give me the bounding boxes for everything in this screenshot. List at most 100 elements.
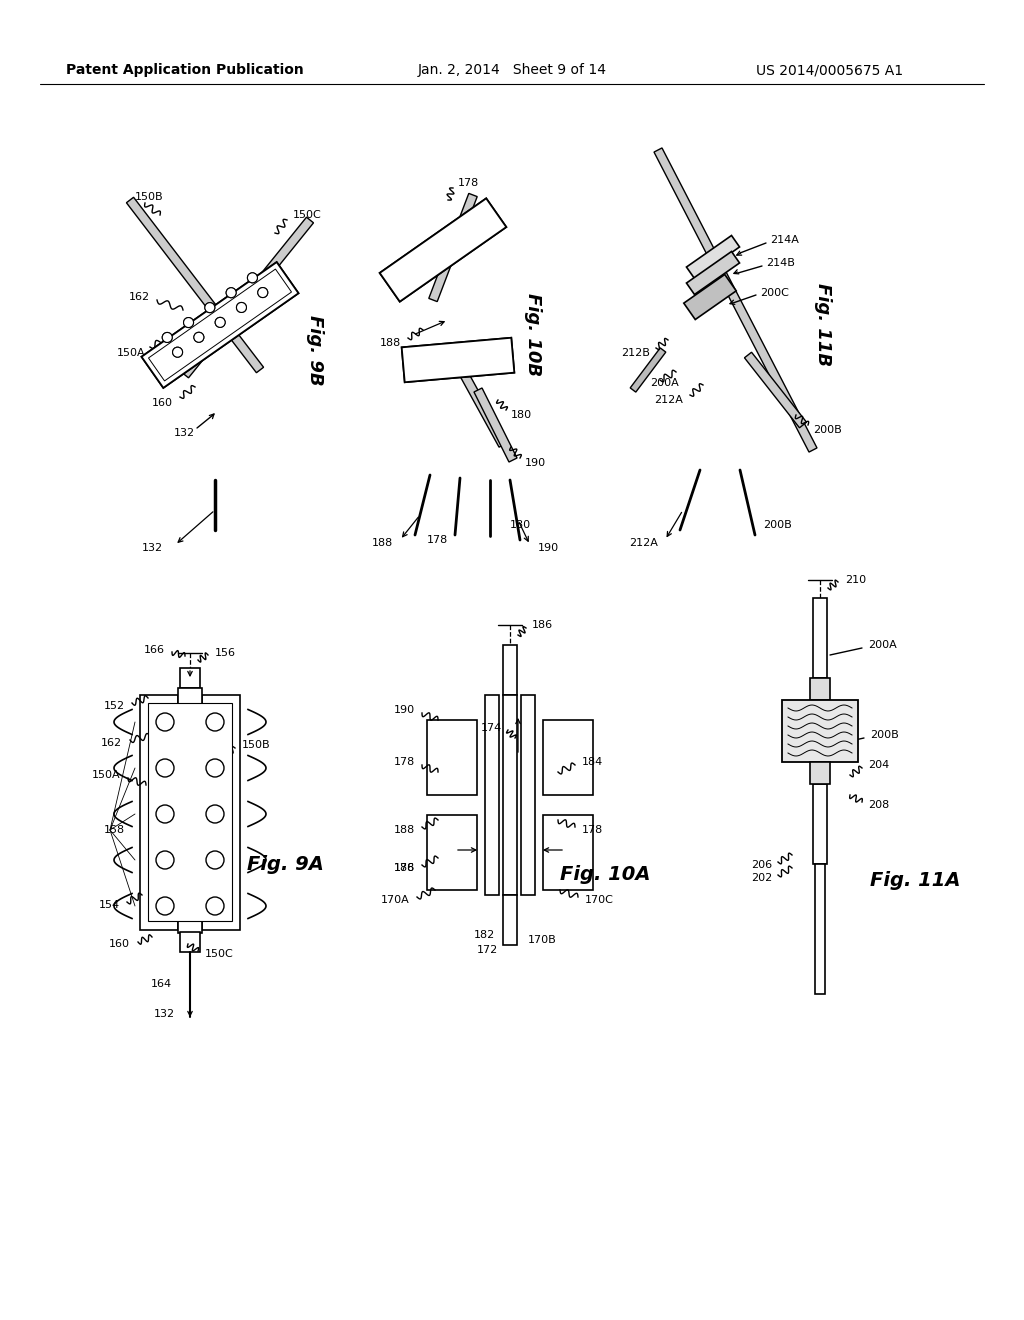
Text: 206: 206: [751, 861, 772, 870]
Text: 188: 188: [372, 539, 393, 548]
Text: 190: 190: [525, 458, 546, 469]
Polygon shape: [444, 343, 507, 447]
Bar: [815, 865, 825, 994]
Text: 202: 202: [751, 873, 772, 883]
Bar: [543, 814, 593, 890]
Polygon shape: [401, 338, 514, 383]
Bar: [180, 932, 200, 952]
Circle shape: [205, 302, 215, 313]
Text: 214B: 214B: [766, 257, 795, 268]
Text: 188: 188: [394, 825, 415, 836]
Polygon shape: [686, 252, 739, 294]
Text: 172: 172: [477, 945, 498, 954]
Circle shape: [173, 347, 182, 358]
Text: 188: 188: [394, 863, 415, 873]
Circle shape: [156, 759, 174, 777]
Text: 188: 188: [380, 338, 401, 348]
Bar: [140, 696, 178, 931]
Polygon shape: [181, 218, 313, 378]
Text: 208: 208: [868, 800, 889, 810]
Bar: [148, 704, 232, 921]
Bar: [178, 688, 202, 933]
Bar: [485, 696, 499, 895]
Circle shape: [156, 851, 174, 869]
Circle shape: [206, 759, 224, 777]
Text: 132: 132: [154, 1008, 175, 1019]
Polygon shape: [686, 235, 739, 279]
Text: 170C: 170C: [585, 895, 613, 906]
Text: Fig. 9A: Fig. 9A: [247, 855, 324, 874]
Circle shape: [248, 273, 257, 282]
Text: 156: 156: [215, 648, 236, 657]
Text: 150A: 150A: [91, 770, 120, 780]
Circle shape: [206, 851, 224, 869]
Circle shape: [258, 288, 267, 297]
Bar: [202, 696, 240, 931]
Polygon shape: [380, 198, 506, 301]
Bar: [813, 598, 827, 678]
Text: 164: 164: [151, 979, 172, 989]
Circle shape: [206, 805, 224, 822]
Polygon shape: [474, 388, 517, 462]
Text: Fig. 11A: Fig. 11A: [869, 870, 961, 890]
Bar: [782, 700, 858, 762]
Circle shape: [162, 333, 172, 342]
Text: 132: 132: [142, 543, 163, 553]
Text: Fig. 11B: Fig. 11B: [814, 284, 831, 367]
Text: 162: 162: [129, 292, 150, 302]
Text: 152: 152: [103, 701, 125, 711]
Polygon shape: [141, 263, 298, 388]
Bar: [810, 678, 830, 700]
Bar: [427, 719, 477, 795]
Circle shape: [183, 318, 194, 327]
Bar: [503, 696, 517, 895]
Text: 178: 178: [427, 535, 449, 545]
Text: 150B: 150B: [242, 741, 270, 750]
Bar: [543, 719, 593, 795]
Bar: [180, 668, 200, 688]
Circle shape: [237, 302, 247, 313]
Circle shape: [183, 318, 194, 327]
Circle shape: [258, 288, 267, 297]
Text: Jan. 2, 2014   Sheet 9 of 14: Jan. 2, 2014 Sheet 9 of 14: [418, 63, 606, 77]
Polygon shape: [126, 197, 263, 372]
Text: 180: 180: [510, 520, 531, 531]
Circle shape: [206, 713, 224, 731]
Text: 160: 160: [152, 399, 173, 408]
Bar: [521, 696, 535, 895]
Text: Fig. 10A: Fig. 10A: [560, 866, 650, 884]
Circle shape: [226, 288, 237, 298]
Circle shape: [156, 713, 174, 731]
Polygon shape: [654, 148, 817, 451]
Text: 176: 176: [394, 863, 415, 873]
Polygon shape: [630, 348, 666, 392]
Text: 204: 204: [868, 760, 889, 770]
Polygon shape: [141, 263, 298, 388]
Text: 182: 182: [474, 931, 495, 940]
Polygon shape: [401, 338, 514, 383]
Text: 150B: 150B: [135, 191, 164, 202]
Circle shape: [226, 288, 237, 298]
Text: 210: 210: [845, 576, 866, 585]
Circle shape: [194, 333, 204, 342]
Text: 200B: 200B: [763, 520, 792, 531]
Circle shape: [237, 302, 247, 313]
Circle shape: [156, 805, 174, 822]
Text: 212A: 212A: [629, 539, 658, 548]
Text: 150C: 150C: [205, 949, 233, 960]
Text: 190: 190: [538, 543, 559, 553]
Circle shape: [215, 317, 225, 327]
Circle shape: [248, 273, 257, 282]
Circle shape: [156, 898, 174, 915]
Text: Fig. 10B: Fig. 10B: [524, 293, 542, 376]
Text: 170B: 170B: [528, 935, 557, 945]
Bar: [503, 895, 517, 945]
Text: 154: 154: [99, 900, 120, 909]
Text: 212B: 212B: [622, 348, 650, 358]
Text: 186: 186: [532, 620, 553, 630]
Text: 174: 174: [480, 723, 502, 733]
Circle shape: [206, 898, 224, 915]
Polygon shape: [380, 198, 506, 301]
Text: 160: 160: [109, 939, 130, 949]
Text: 166: 166: [144, 645, 165, 655]
